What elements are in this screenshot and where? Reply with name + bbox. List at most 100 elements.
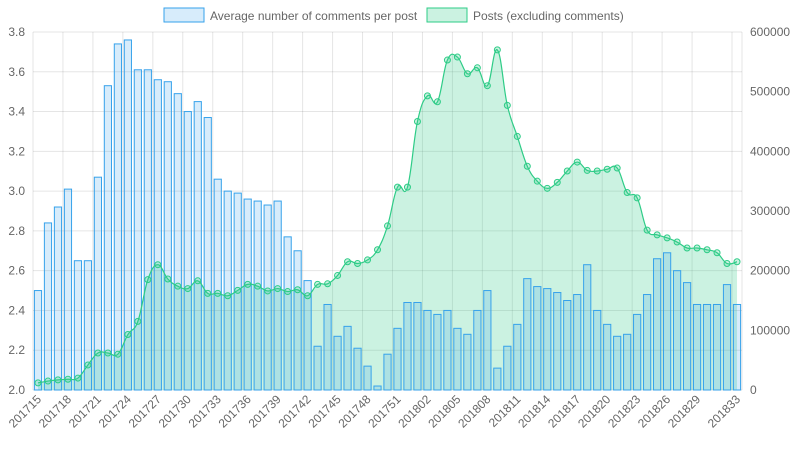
comment-bar [673,270,682,391]
comment-bar [243,198,252,391]
posts-point [124,331,132,339]
comment-bar [633,313,642,391]
posts-point [384,222,391,230]
comment-bar [203,117,212,391]
posts-point [543,184,551,192]
posts-point [254,282,262,290]
comment-bar [573,294,582,391]
x-tick-label: 201814 [515,392,553,430]
comment-bar [263,204,272,391]
posts-point [623,189,631,196]
y-left-tick-label: 3.4 [8,105,25,119]
posts-point [234,286,242,294]
posts-point [274,285,282,293]
posts-point [663,234,671,242]
y-right-tick-label: 600000 [750,25,790,39]
x-tick-label: 201820 [575,392,613,430]
comment-bar [393,327,402,391]
posts-point [553,178,561,186]
comment-bar [653,258,662,391]
posts-area [37,49,738,390]
posts-point [164,275,172,283]
posts-point [643,226,651,234]
comment-bar [583,264,592,391]
posts-point [154,261,162,269]
comment-bar [313,345,322,391]
comment-bar [283,236,292,391]
posts-point [304,292,312,300]
comment-bar [93,176,102,391]
posts-point [563,167,571,175]
legend[interactable]: Average number of comments per post Posts… [163,7,624,23]
comment-bar [293,250,302,391]
comment-bar [83,260,93,391]
posts-point [473,64,481,72]
posts-point [114,350,122,358]
comment-bar [353,347,362,391]
y-left-tick-label: 3.2 [8,144,25,158]
x-tick-label: 201721 [66,392,104,430]
comment-bar [53,206,63,391]
y-right-tick-label: 400000 [750,144,790,158]
posts-point [374,246,382,254]
comment-bar [223,190,232,391]
comment-bar [323,303,332,391]
x-tick-label: 201733 [186,392,224,430]
posts-point [463,70,471,78]
posts-point [324,280,332,288]
posts-point [184,285,192,293]
posts-point [194,277,202,285]
comment-bar [113,43,122,391]
x-tick-label: 201727 [126,392,164,430]
comment-bar [503,345,512,391]
comment-bar [702,303,712,391]
comment-bar [433,313,442,391]
comment-bar [553,292,562,391]
comment-bar [682,282,692,391]
y-left-tick-label: 3.6 [8,65,25,79]
legend-item-posts[interactable]: Posts (excluding comments) [426,7,624,23]
comment-bar [692,303,702,391]
comment-bar [173,93,182,391]
x-tick-label: 201833 [705,392,743,430]
posts-point [64,375,72,383]
x-tick-label: 201715 [6,392,44,430]
posts-point [144,276,152,284]
comment-bar [712,303,722,391]
x-tick-label: 201736 [216,392,254,430]
posts-point [364,256,372,264]
comment-bar [493,367,502,391]
comment-bar [333,335,342,391]
posts-point [433,98,441,106]
y-right-tick-label: 300000 [750,204,790,218]
comment-bar [143,69,152,391]
comment-bar [613,335,622,391]
x-tick-label: 201829 [665,392,703,430]
posts-point [523,162,531,170]
posts-point [653,231,661,239]
y-left-tick-label: 2.6 [8,264,25,278]
y-left-tick-label: 2.0 [8,383,25,397]
x-tick-label: 201724 [96,392,134,430]
posts-point [84,361,92,369]
legend-swatch [163,7,205,23]
posts-point [174,282,182,290]
posts-point [344,258,352,266]
posts-point [134,317,142,325]
posts-point [94,349,102,357]
x-tick-label: 201817 [545,392,583,430]
comment-bar [383,353,392,391]
posts-points [34,46,741,387]
posts-point [284,288,292,296]
posts-point [703,246,711,254]
comment-bar [33,290,43,391]
x-tick-label: 201748 [335,392,373,430]
posts-point [513,132,521,140]
y-right-tick-label: 100000 [750,323,790,337]
y-left-tick-label: 2.2 [8,343,25,357]
posts-point [573,158,581,166]
comment-bar [343,325,352,391]
legend-item-comments[interactable]: Average number of comments per post [163,7,418,23]
